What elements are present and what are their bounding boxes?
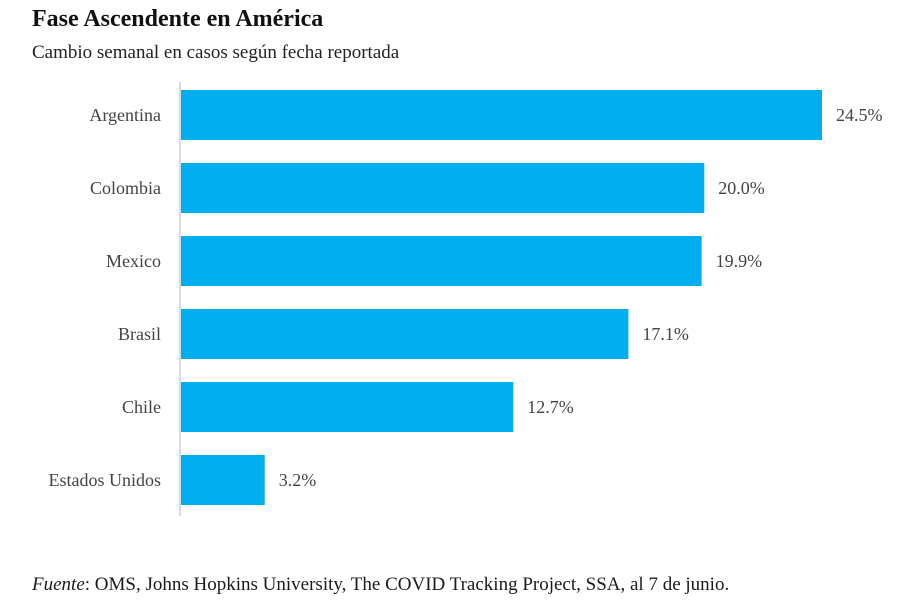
bar	[181, 236, 702, 286]
bar	[181, 382, 514, 432]
value-label: 24.5%	[836, 105, 883, 125]
bar-group-brasil: Brasil 17.1%	[118, 309, 689, 359]
source-text: : OMS, Johns Hopkins University, The COV…	[84, 574, 730, 595]
bar	[181, 309, 629, 359]
category-label: Colombia	[90, 178, 161, 198]
bar-group-colombia: Colombia 20.0%	[90, 163, 765, 213]
bar-group-mexico: Mexico 19.9%	[106, 236, 762, 286]
value-label: 19.9%	[716, 251, 763, 271]
chart-subtitle: Cambio semanal en casos según fecha repo…	[32, 42, 400, 63]
source-note: Fuente: OMS, Johns Hopkins University, T…	[32, 574, 729, 596]
bar-group-estados-unidos: Estados Unidos 3.2%	[49, 455, 317, 505]
value-label: 20.0%	[718, 178, 765, 198]
bar	[181, 455, 265, 505]
category-label: Brasil	[118, 324, 161, 344]
value-label: 3.2%	[279, 470, 317, 490]
category-label: Estados Unidos	[49, 470, 162, 490]
category-label: Argentina	[89, 105, 161, 125]
category-label: Mexico	[106, 251, 161, 271]
bar	[181, 90, 822, 140]
chart-title: Fase Ascendente en América	[32, 6, 324, 32]
source-label: Fuente	[32, 574, 85, 595]
bar	[181, 163, 705, 213]
bar-group-chile: Chile 12.7%	[122, 382, 574, 432]
category-label: Chile	[122, 397, 161, 417]
bar-group-argentina: Argentina 24.5%	[89, 90, 883, 140]
value-label: 12.7%	[527, 397, 574, 417]
value-label: 17.1%	[642, 324, 689, 344]
